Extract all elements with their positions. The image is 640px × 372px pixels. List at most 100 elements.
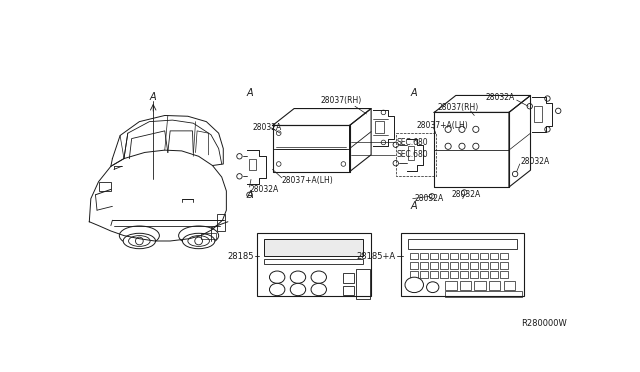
- Bar: [489, 281, 500, 289]
- Bar: [440, 271, 448, 278]
- Bar: [460, 262, 468, 269]
- Ellipse shape: [311, 271, 326, 283]
- Bar: [445, 281, 456, 289]
- Bar: [460, 271, 468, 278]
- Ellipse shape: [123, 233, 156, 249]
- Bar: [490, 262, 498, 269]
- Ellipse shape: [341, 162, 346, 166]
- Text: 28037+A(LH): 28037+A(LH): [282, 176, 333, 185]
- Bar: [500, 262, 508, 269]
- Text: A: A: [246, 190, 253, 200]
- Bar: [450, 262, 458, 269]
- Ellipse shape: [427, 282, 439, 293]
- Bar: [420, 271, 428, 278]
- Bar: [410, 262, 418, 269]
- Ellipse shape: [237, 174, 242, 179]
- Text: SEC.680: SEC.680: [397, 138, 428, 147]
- Ellipse shape: [381, 110, 386, 115]
- Bar: [249, 159, 257, 170]
- Ellipse shape: [291, 283, 306, 296]
- Bar: [420, 253, 428, 260]
- Text: 28032A: 28032A: [250, 185, 278, 194]
- Bar: [490, 271, 498, 278]
- Text: 28037(RH): 28037(RH): [437, 103, 479, 112]
- Ellipse shape: [393, 161, 399, 166]
- Ellipse shape: [445, 143, 451, 150]
- Ellipse shape: [381, 140, 386, 145]
- Text: 28037+A(LH): 28037+A(LH): [417, 121, 468, 130]
- Ellipse shape: [311, 283, 326, 296]
- Bar: [408, 146, 414, 160]
- Ellipse shape: [473, 143, 479, 150]
- Bar: [500, 271, 508, 278]
- Ellipse shape: [459, 126, 465, 132]
- Ellipse shape: [461, 190, 467, 195]
- Bar: [420, 262, 428, 269]
- Ellipse shape: [179, 226, 219, 245]
- Bar: [257, 233, 371, 296]
- Ellipse shape: [291, 271, 306, 283]
- Ellipse shape: [247, 192, 252, 198]
- Bar: [264, 259, 363, 264]
- Ellipse shape: [276, 162, 281, 166]
- Bar: [410, 253, 418, 260]
- Ellipse shape: [445, 126, 451, 132]
- Ellipse shape: [556, 108, 561, 113]
- Text: 28032A: 28032A: [486, 93, 515, 102]
- Bar: [460, 281, 471, 289]
- Ellipse shape: [119, 226, 159, 245]
- Bar: [408, 239, 517, 250]
- Bar: [460, 253, 468, 260]
- Bar: [445, 291, 522, 297]
- Ellipse shape: [269, 271, 285, 283]
- Bar: [450, 271, 458, 278]
- Ellipse shape: [276, 131, 281, 135]
- Text: 28032A: 28032A: [414, 194, 444, 203]
- Bar: [470, 271, 478, 278]
- Text: 28185: 28185: [228, 252, 254, 261]
- Ellipse shape: [188, 235, 209, 246]
- Bar: [534, 106, 542, 122]
- Bar: [375, 121, 384, 133]
- Ellipse shape: [182, 233, 215, 249]
- Ellipse shape: [473, 126, 479, 132]
- Bar: [480, 253, 488, 260]
- Bar: [429, 253, 438, 260]
- Text: 28032A: 28032A: [451, 190, 481, 199]
- Text: R280000W: R280000W: [521, 319, 566, 328]
- Ellipse shape: [136, 237, 143, 245]
- Bar: [450, 253, 458, 260]
- Bar: [429, 262, 438, 269]
- Bar: [344, 273, 354, 283]
- Ellipse shape: [545, 126, 550, 132]
- Text: 28037(RH): 28037(RH): [320, 96, 362, 105]
- Bar: [470, 262, 478, 269]
- Text: A: A: [150, 92, 157, 102]
- Text: A: A: [411, 201, 417, 211]
- Bar: [440, 262, 448, 269]
- Bar: [201, 233, 216, 240]
- Text: 28185+A: 28185+A: [356, 252, 396, 261]
- Ellipse shape: [545, 96, 550, 101]
- Text: 28032A: 28032A: [253, 123, 282, 132]
- Ellipse shape: [513, 171, 518, 177]
- Bar: [429, 271, 438, 278]
- Bar: [401, 233, 524, 296]
- Bar: [440, 253, 448, 260]
- Bar: [356, 269, 369, 299]
- Ellipse shape: [405, 277, 424, 293]
- Text: SEC.680: SEC.680: [397, 150, 428, 159]
- Ellipse shape: [459, 143, 465, 150]
- Bar: [410, 271, 418, 278]
- Bar: [264, 239, 363, 256]
- Bar: [99, 182, 111, 191]
- Text: 28032A: 28032A: [520, 157, 550, 166]
- Bar: [480, 271, 488, 278]
- Ellipse shape: [129, 235, 150, 246]
- Ellipse shape: [269, 283, 285, 296]
- Bar: [490, 253, 498, 260]
- Ellipse shape: [429, 194, 435, 199]
- Bar: [480, 262, 488, 269]
- Ellipse shape: [237, 154, 242, 159]
- Bar: [217, 214, 225, 231]
